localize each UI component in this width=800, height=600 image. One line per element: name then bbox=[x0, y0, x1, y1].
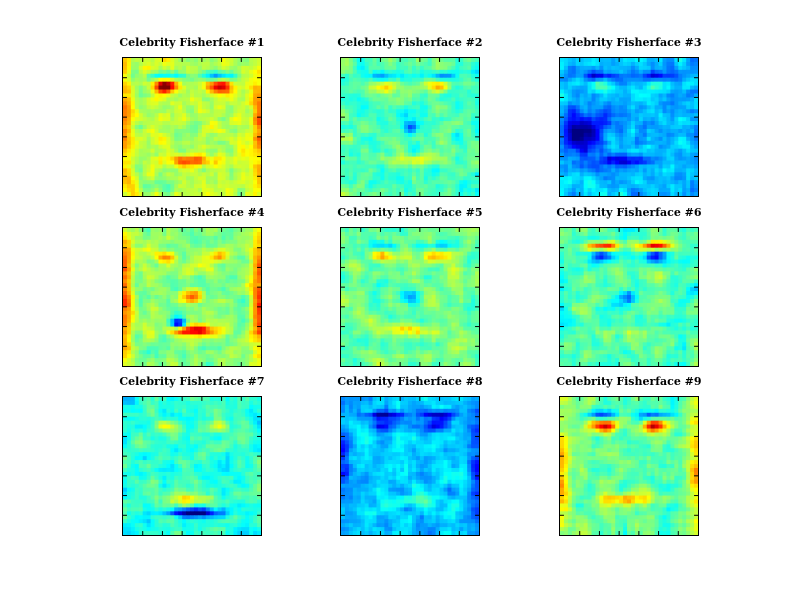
fisherface-panel-5: Celebrity Fisherface #5 bbox=[337, 206, 483, 374]
fisherface-image-1 bbox=[122, 57, 262, 197]
panel-title-8: Celebrity Fisherface #8 bbox=[337, 375, 483, 388]
axis-ticks bbox=[560, 397, 698, 535]
axis-ticks bbox=[341, 228, 479, 366]
axis-ticks bbox=[560, 58, 698, 196]
fisherface-image-2 bbox=[340, 57, 480, 197]
panel-title-3: Celebrity Fisherface #3 bbox=[556, 36, 702, 49]
panel-title-7: Celebrity Fisherface #7 bbox=[119, 375, 265, 388]
fisherface-panel-6: Celebrity Fisherface #6 bbox=[556, 206, 702, 374]
fisherface-image-9 bbox=[559, 396, 699, 536]
fisherface-panel-9: Celebrity Fisherface #9 bbox=[556, 375, 702, 543]
fisherface-panel-3: Celebrity Fisherface #3 bbox=[556, 36, 702, 204]
panel-title-1: Celebrity Fisherface #1 bbox=[119, 36, 265, 49]
panel-title-2: Celebrity Fisherface #2 bbox=[337, 36, 483, 49]
fisherface-panel-4: Celebrity Fisherface #4 bbox=[119, 206, 265, 374]
fisherface-panel-1: Celebrity Fisherface #1 bbox=[119, 36, 265, 204]
fisherface-image-4 bbox=[122, 227, 262, 367]
panel-title-5: Celebrity Fisherface #5 bbox=[337, 206, 483, 219]
axis-ticks bbox=[123, 397, 261, 535]
fisherface-image-7 bbox=[122, 396, 262, 536]
fisherface-image-3 bbox=[559, 57, 699, 197]
fisherface-panel-7: Celebrity Fisherface #7 bbox=[119, 375, 265, 543]
axis-ticks bbox=[560, 228, 698, 366]
fisherface-image-5 bbox=[340, 227, 480, 367]
axis-ticks bbox=[123, 58, 261, 196]
panel-title-4: Celebrity Fisherface #4 bbox=[119, 206, 265, 219]
fisherface-image-6 bbox=[559, 227, 699, 367]
axis-ticks bbox=[341, 58, 479, 196]
panel-title-9: Celebrity Fisherface #9 bbox=[556, 375, 702, 388]
axis-ticks bbox=[341, 397, 479, 535]
axis-ticks bbox=[123, 228, 261, 366]
fisherface-panel-8: Celebrity Fisherface #8 bbox=[337, 375, 483, 543]
panel-title-6: Celebrity Fisherface #6 bbox=[556, 206, 702, 219]
fisherface-panel-2: Celebrity Fisherface #2 bbox=[337, 36, 483, 204]
fisherface-image-8 bbox=[340, 396, 480, 536]
